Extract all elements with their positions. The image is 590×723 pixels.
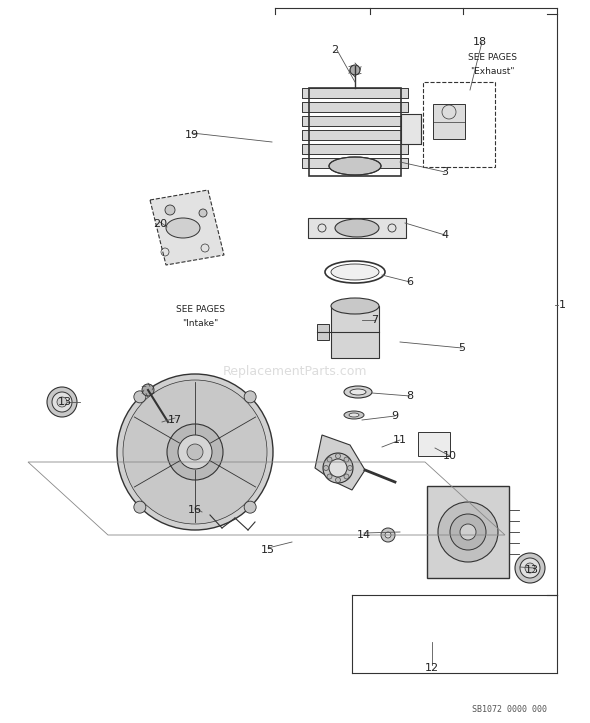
Circle shape (165, 205, 175, 215)
Circle shape (350, 65, 360, 75)
Text: SEE PAGES: SEE PAGES (467, 54, 516, 62)
Text: 14: 14 (357, 530, 371, 540)
Circle shape (52, 392, 72, 412)
Ellipse shape (344, 386, 372, 398)
Ellipse shape (166, 218, 200, 238)
Text: 19: 19 (185, 130, 199, 140)
Circle shape (178, 435, 212, 469)
Circle shape (323, 453, 353, 483)
Circle shape (450, 514, 486, 550)
Circle shape (525, 563, 535, 573)
Text: 8: 8 (407, 391, 414, 401)
Circle shape (134, 391, 146, 403)
Bar (302, 144, 408, 154)
Circle shape (460, 524, 476, 540)
Circle shape (134, 501, 146, 513)
Bar (308, 218, 406, 238)
Circle shape (123, 380, 267, 524)
Bar (302, 144, 408, 154)
Circle shape (348, 466, 352, 471)
Circle shape (47, 387, 77, 417)
Polygon shape (315, 435, 365, 490)
Bar (302, 130, 408, 140)
Text: 17: 17 (168, 415, 182, 425)
Text: 15: 15 (261, 545, 275, 555)
Bar (401, 114, 421, 144)
Text: SEE PAGES: SEE PAGES (175, 306, 225, 315)
Ellipse shape (349, 413, 359, 417)
Circle shape (244, 391, 256, 403)
Text: 6: 6 (407, 277, 414, 287)
Bar (309, 88, 401, 176)
Bar (418, 432, 450, 456)
Bar (302, 158, 408, 168)
Bar (302, 158, 408, 168)
Text: SB1072 0000 000: SB1072 0000 000 (473, 706, 548, 714)
Circle shape (385, 532, 391, 538)
Text: 12: 12 (425, 663, 439, 673)
Ellipse shape (335, 219, 379, 237)
Circle shape (167, 424, 223, 480)
Text: 7: 7 (372, 315, 379, 325)
Circle shape (515, 553, 545, 583)
Circle shape (329, 459, 347, 477)
Text: 1: 1 (559, 300, 565, 310)
Bar (302, 102, 408, 112)
Ellipse shape (344, 411, 364, 419)
Text: "Intake": "Intake" (182, 320, 218, 328)
Text: 18: 18 (473, 37, 487, 47)
Bar (331, 306, 379, 358)
Circle shape (344, 457, 349, 462)
Ellipse shape (331, 264, 379, 280)
Bar (302, 102, 408, 112)
Text: 13: 13 (525, 565, 539, 575)
Circle shape (187, 444, 203, 460)
Circle shape (344, 474, 349, 479)
Text: 13: 13 (58, 397, 72, 407)
Text: 10: 10 (443, 451, 457, 461)
Bar (433, 104, 465, 139)
Ellipse shape (329, 157, 381, 175)
Circle shape (142, 384, 154, 396)
Circle shape (323, 466, 329, 471)
Text: ReplacementParts.com: ReplacementParts.com (223, 366, 367, 379)
Bar (302, 116, 408, 126)
Text: 5: 5 (458, 343, 466, 353)
Text: "Exhaust": "Exhaust" (470, 67, 514, 77)
Bar (302, 116, 408, 126)
Bar (302, 130, 408, 140)
Ellipse shape (350, 389, 366, 395)
Bar (317, 324, 329, 340)
Circle shape (438, 502, 498, 562)
Circle shape (327, 474, 332, 479)
Circle shape (57, 397, 67, 407)
Bar (427, 486, 509, 578)
Bar (302, 88, 408, 98)
Circle shape (117, 374, 273, 530)
Bar (423, 82, 495, 167)
Circle shape (520, 558, 540, 578)
Circle shape (336, 453, 340, 458)
Text: 16: 16 (188, 505, 202, 515)
Text: 20: 20 (153, 219, 167, 229)
Text: 9: 9 (391, 411, 399, 421)
Text: 4: 4 (441, 230, 448, 240)
Bar (302, 88, 408, 98)
Text: 2: 2 (332, 45, 339, 55)
Polygon shape (150, 190, 224, 265)
Circle shape (244, 501, 256, 513)
Circle shape (381, 528, 395, 542)
Circle shape (327, 457, 332, 462)
Text: 3: 3 (441, 167, 448, 177)
Circle shape (199, 209, 207, 217)
Ellipse shape (331, 298, 379, 314)
Circle shape (336, 477, 340, 482)
Text: 11: 11 (393, 435, 407, 445)
